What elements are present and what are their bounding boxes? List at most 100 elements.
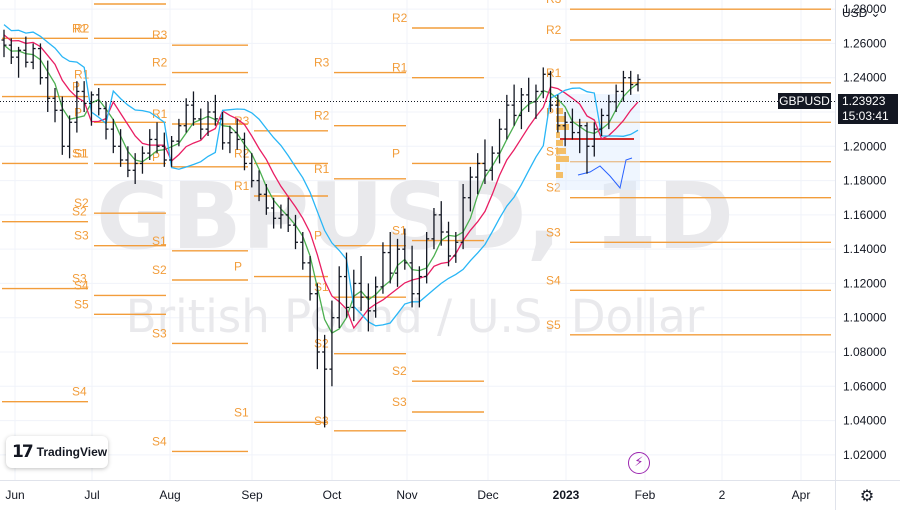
moving-average-line-0 xyxy=(3,44,639,334)
pivot-label-3-3: P xyxy=(234,260,242,274)
time-label-8: Feb xyxy=(635,488,656,502)
candles-layer xyxy=(1,29,641,428)
time-label-10: Apr xyxy=(792,488,811,502)
volume-profile-bar-9 xyxy=(556,172,563,178)
pivot-label-3-1: R2 xyxy=(234,146,250,160)
pivot-label-1-9: S5 xyxy=(74,297,89,311)
volume-profile-bar-2 xyxy=(556,116,566,122)
pivot-label-0-6: S4 xyxy=(72,385,87,399)
time-label-3: Sep xyxy=(241,488,263,502)
time-label-6: Dec xyxy=(477,488,498,502)
volume-profile-box xyxy=(556,94,640,190)
pivot-label-6-7: S3 xyxy=(546,225,561,239)
pivot-label-1-2: R2 xyxy=(74,21,90,35)
pivot-label-2-2: R2 xyxy=(152,56,168,70)
volume-profile-layer xyxy=(556,94,640,190)
pivot-label-0-2: P xyxy=(72,80,80,94)
volume-profile-bar-5 xyxy=(556,140,563,146)
volume-profile-bar-4 xyxy=(556,132,560,138)
pivot-label-4-2: R2 xyxy=(314,109,330,123)
pivot-label-0-5: S3 xyxy=(72,272,87,286)
pivot-label-1-6: S2 xyxy=(74,196,89,210)
pivot-label-1-5: S1 xyxy=(74,146,89,160)
tradingview-logo[interactable]: 17 TradingView xyxy=(6,436,108,468)
time-label-1: Jul xyxy=(84,488,99,502)
currency-selector[interactable]: USD ⌄ xyxy=(842,6,880,20)
tradingview-logo-text: TradingView xyxy=(36,445,108,459)
pivot-label-6-6: S2 xyxy=(546,181,561,195)
moving-average-line-1 xyxy=(3,34,639,330)
tradingview-logo-icon: 17 xyxy=(12,442,34,462)
time-label-5: Nov xyxy=(396,488,417,502)
pivot-label-2-6: S2 xyxy=(152,263,167,277)
moving-averages-layer xyxy=(3,24,639,334)
price-tick-13: 1.02000 xyxy=(843,448,887,462)
pivot-label-2-3: R1 xyxy=(152,107,168,121)
lightning-icon[interactable]: ⚡ xyxy=(628,452,650,474)
pivot-label-5-2: P xyxy=(392,146,400,160)
pivot-label-3-4: S1 xyxy=(234,405,249,419)
price-tick-7: 1.14000 xyxy=(843,242,887,256)
pivot-label-6-4: P xyxy=(546,105,554,119)
price-tick-11: 1.06000 xyxy=(843,379,887,393)
pivot-label-2-8: S4 xyxy=(152,434,167,448)
pivot-label-0-4: S2 xyxy=(72,205,87,219)
pivot-label-4-7: S3 xyxy=(314,414,329,428)
pivot-label-5-1: R1 xyxy=(392,61,408,75)
currency-label: USD xyxy=(842,6,868,20)
chevron-down-icon: ⌄ xyxy=(870,6,881,20)
price-tick-12: 1.04000 xyxy=(843,414,887,428)
price-tick-5: 1.18000 xyxy=(843,174,887,188)
pivot-label-1-3: R1 xyxy=(74,68,90,82)
pivot-label-1-1: R3 xyxy=(74,0,90,1)
volume-profile-bar-7 xyxy=(556,156,569,162)
pivot-label-4-1: R3 xyxy=(314,56,330,70)
pivot-label-5-5: S3 xyxy=(392,395,407,409)
pivot-label-6-8: S4 xyxy=(546,273,561,287)
price-tick-8: 1.12000 xyxy=(843,276,887,290)
pivot-label-3-0: R3 xyxy=(234,114,250,128)
pivot-label-0-1: R1 xyxy=(72,21,88,35)
moving-average-line-2 xyxy=(3,24,639,327)
pivot-label-4-4: P xyxy=(314,229,322,243)
price-axis[interactable]: 1.280001.260001.240001.220001.200001.180… xyxy=(843,2,887,462)
pivot-label-2-5: S1 xyxy=(152,234,167,248)
price-tick-0: 1.28000 xyxy=(843,2,887,16)
pivot-label-1-7: S3 xyxy=(74,229,89,243)
time-label-2: Aug xyxy=(159,488,180,502)
pivot-label-0-3: S1 xyxy=(72,146,87,160)
pivot-label-6-1: R3 xyxy=(546,0,562,6)
pivot-label-2-7: S3 xyxy=(152,326,167,340)
pivot-label-6-3: R1 xyxy=(546,66,562,80)
gear-icon[interactable]: ⚙ xyxy=(859,486,875,505)
pivot-label-3-2: R1 xyxy=(234,179,250,193)
price-tick-4: 1.20000 xyxy=(843,139,887,153)
volume-profile-bar-1 xyxy=(556,108,563,114)
time-label-4: Oct xyxy=(323,488,342,502)
volume-profile-bar-8 xyxy=(556,164,560,170)
pivot-label-2-4: P xyxy=(152,150,160,164)
pivot-label-5-4: S2 xyxy=(392,364,407,378)
pivot-label-1-8: S4 xyxy=(74,278,89,292)
pivot-points-layer: R1PS1S2S3S4R3R2R1PS1S2S3S4S5R3R2R1PS1S2S… xyxy=(2,0,831,453)
pivot-label-5-3: S1 xyxy=(392,224,407,238)
pivot-label-2-1: R3 xyxy=(152,28,168,42)
volume-profile-outline xyxy=(577,157,633,190)
time-label-0: Jun xyxy=(5,488,24,502)
price-tick-10: 1.08000 xyxy=(843,345,887,359)
current-price-label: 1.23923 15:03:41 xyxy=(838,94,898,124)
symbol-price-tag: GBPUSD xyxy=(778,93,831,109)
price-tick-9: 1.10000 xyxy=(843,311,887,325)
pivot-label-4-3: R1 xyxy=(314,162,330,176)
volume-profile-bar-6 xyxy=(556,148,566,154)
pivot-label-1-4: P xyxy=(74,105,82,119)
time-axis[interactable]: Jun Jul Aug Sep Oct Nov Dec 2023 Feb 2 Apr xyxy=(5,488,810,502)
pivot-label-6-9: S5 xyxy=(546,318,561,332)
price-tick-1: 1.26000 xyxy=(843,36,887,50)
pivot-label-4-6: S2 xyxy=(314,337,329,351)
pivot-label-5-0: R2 xyxy=(392,11,408,25)
volume-profile-bar-3 xyxy=(556,124,569,130)
symbol-watermark: GBPUSD, 1D xyxy=(96,163,734,270)
last-price-value: 1.23923 xyxy=(842,94,886,108)
